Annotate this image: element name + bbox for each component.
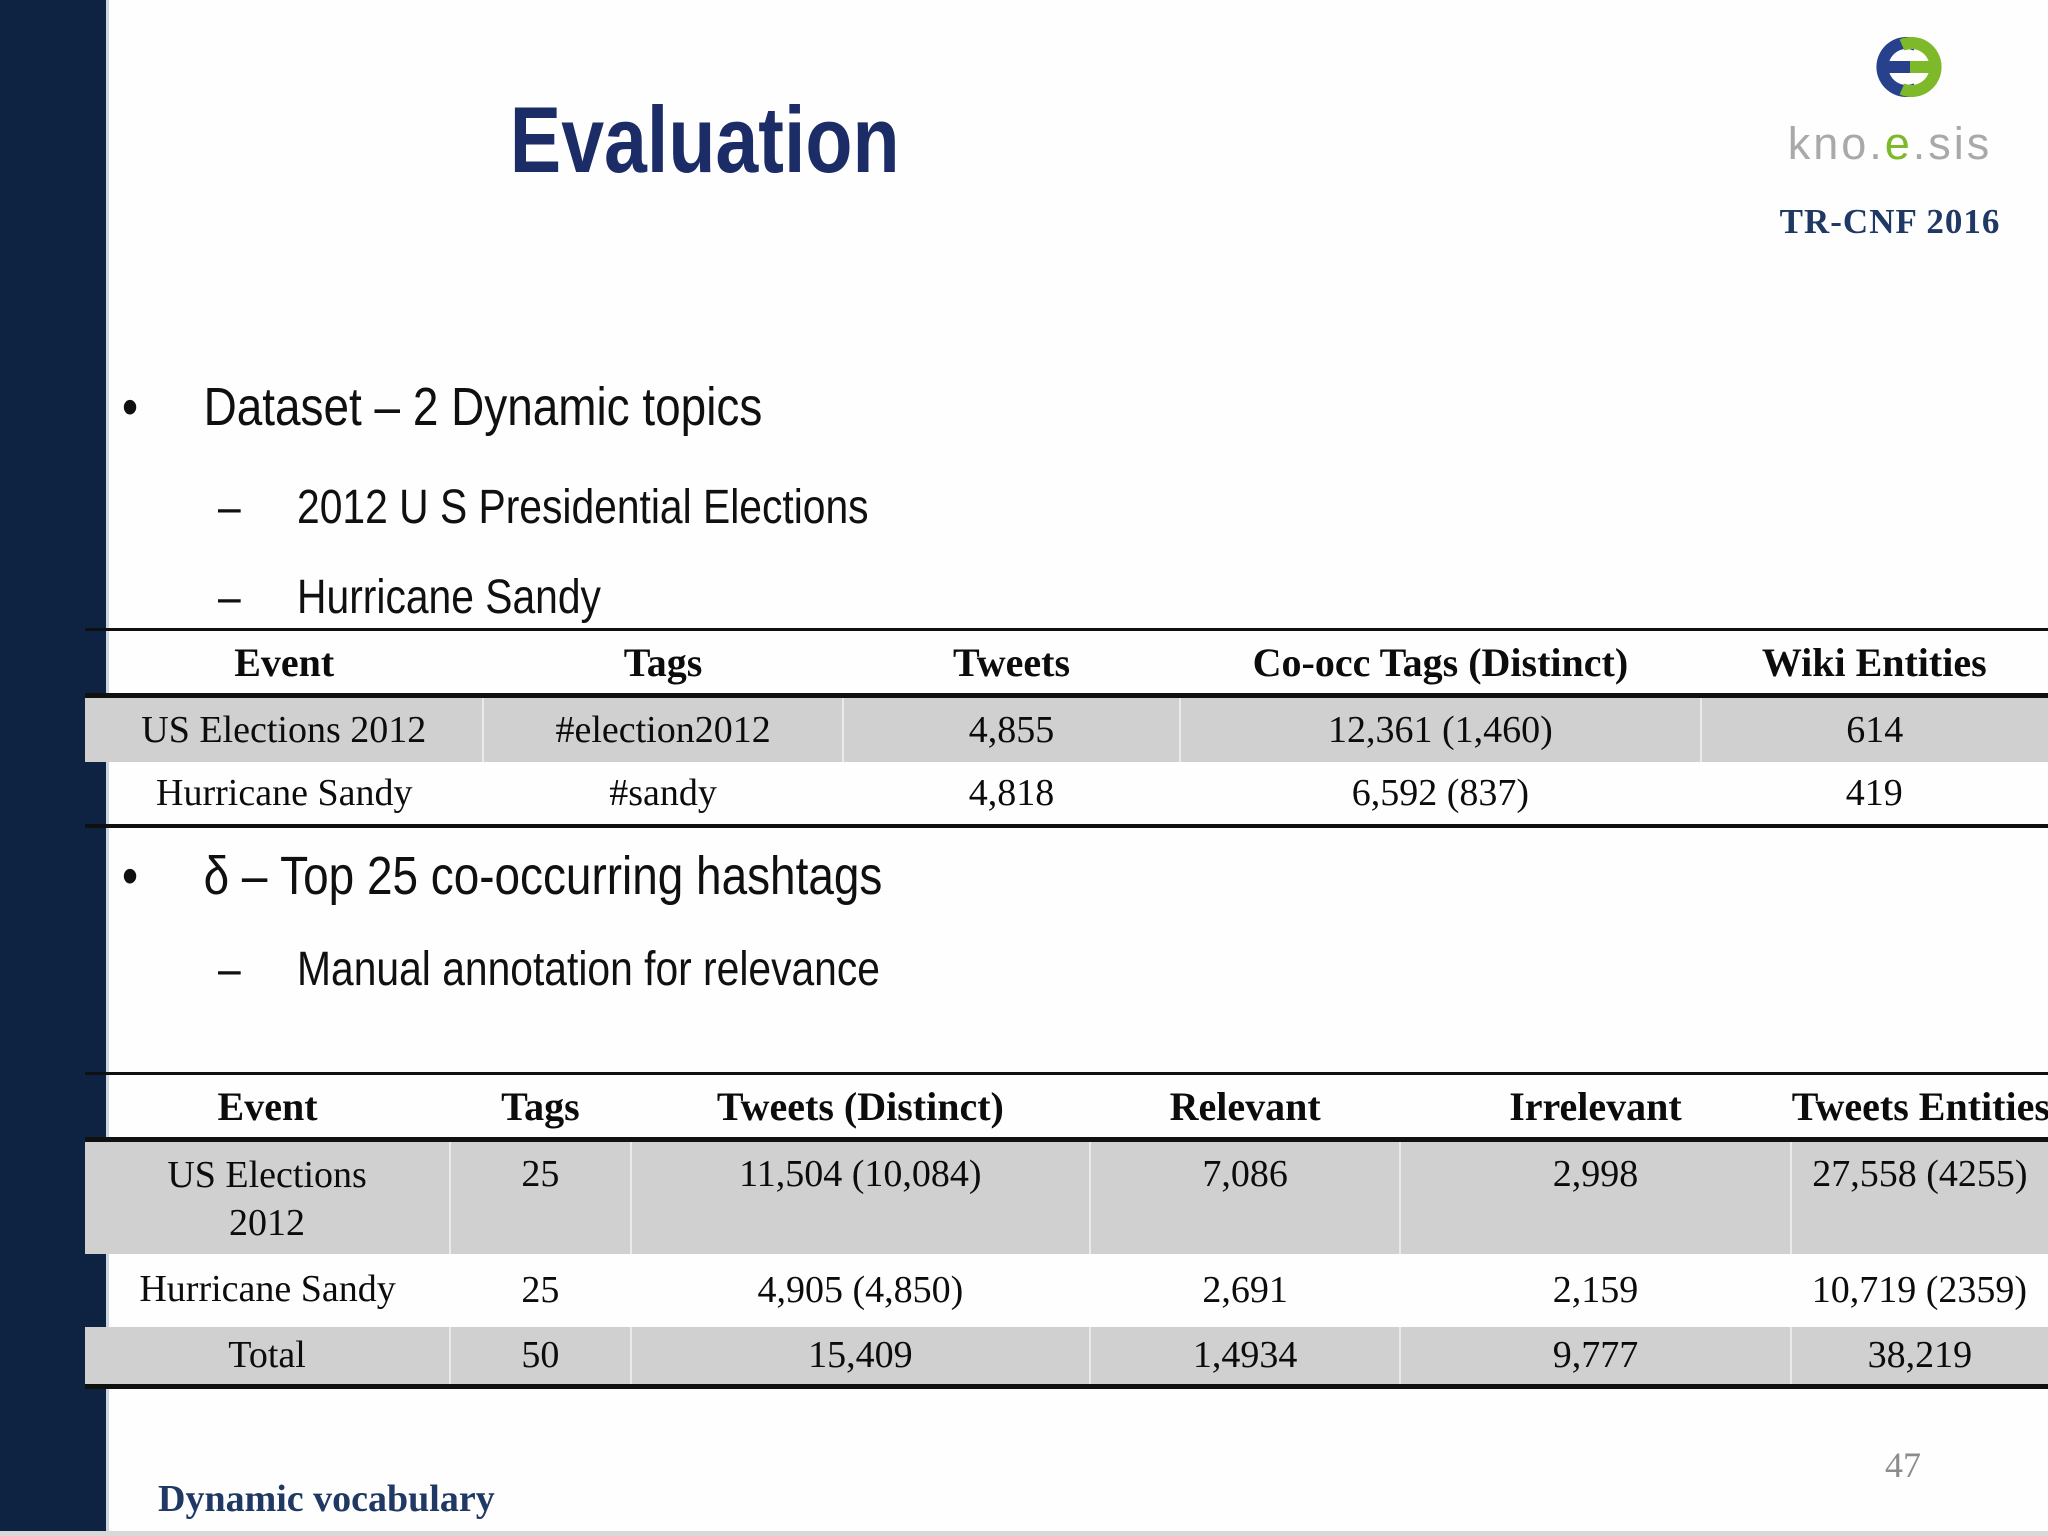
table-cell: 38,219 xyxy=(1867,1334,1973,1377)
t2-header-relevant: Relevant xyxy=(1169,1083,1321,1129)
table-cell: 12,361 (1,460) xyxy=(1180,695,1702,762)
left-accent-bar xyxy=(0,0,109,1531)
table-cell: 25 xyxy=(450,1139,632,1254)
subbullet-sandy: – Hurricane Sandy xyxy=(218,570,601,625)
page-number: 47 xyxy=(1885,1445,1921,1485)
table-cell: 4,855 xyxy=(842,695,1182,762)
annotation-stats-table: Event Tags Tweets (Distinct) Relevant Ir… xyxy=(85,1072,2048,1389)
t1-header-tags: Tags xyxy=(623,639,703,685)
table-row: Hurricane Sandy #sandy 4,818 6,592 (837)… xyxy=(85,762,2048,826)
table-cell: 614 xyxy=(1846,708,1904,751)
page-title-text: Evaluation xyxy=(510,87,900,192)
logo-text-e: e xyxy=(1884,118,1913,169)
t2-header-irrelevant: Irrelevant xyxy=(1509,1083,1682,1129)
t1-header-wiki: Wiki Entities xyxy=(1761,639,1987,685)
table-cell: 419 xyxy=(1845,771,1903,814)
t1-header-cooc: Co-occ Tags (Distinct) xyxy=(1252,639,1629,685)
subbullet-text: 2012 U S Presidential Elections xyxy=(297,481,869,534)
table-header-row: Event Tags Tweets Co-occ Tags (Distinct)… xyxy=(85,630,2048,696)
table-cell: 27,558 (4255) xyxy=(1812,1153,2028,1195)
table-cell: 1,4934 xyxy=(1090,1326,1402,1387)
bullet-text: δ – Top 25 co-occurring hashtags xyxy=(203,846,883,906)
table-cell: Hurricane Sandy xyxy=(156,771,413,814)
table-cell: 11,504 (10,084) xyxy=(630,1139,1092,1254)
table-cell: 2,998 xyxy=(1400,1139,1792,1254)
table-cell: 2,159 xyxy=(1552,1269,1639,1311)
bullet-marker: • xyxy=(122,846,139,906)
table-cell: #election2012 xyxy=(483,695,844,762)
table-cell: 25 xyxy=(521,1269,560,1311)
bullet-delta-hashtags: • δ – Top 25 co-occurring hashtags xyxy=(122,845,882,907)
subbullet-elections: – 2012 U S Presidential Elections xyxy=(218,480,869,535)
table-row: Hurricane Sandy 25 4,905 (4,850) 2,691 2… xyxy=(85,1254,2048,1327)
table-row: US Elections 2012 #election2012 4,855 12… xyxy=(85,695,2048,762)
dataset-stats-table: Event Tags Tweets Co-occ Tags (Distinct)… xyxy=(85,628,2048,828)
table-cell: 4,905 (4,850) xyxy=(757,1269,964,1311)
subbullet-annotation: – Manual annotation for relevance xyxy=(218,942,880,997)
t2-header-event: Event xyxy=(217,1083,318,1129)
table-cell: 7,086 xyxy=(1090,1139,1402,1254)
table-cell: Hurricane Sandy xyxy=(139,1268,396,1311)
t2-header-tweets-distinct: Tweets (Distinct) xyxy=(716,1083,1004,1129)
table-cell: 2,691 xyxy=(1202,1269,1288,1311)
table-cell: #sandy xyxy=(609,771,717,814)
table-total-row: Total 50 15,409 1,4934 9,777 38,219 xyxy=(85,1326,2048,1387)
bullet-text: Dataset – 2 Dynamic topics xyxy=(203,377,763,437)
dash-marker: – xyxy=(218,571,241,624)
subbullet-text: Manual annotation for relevance xyxy=(297,943,880,996)
t2-header-tweets-entities: Tweets Entities xyxy=(1791,1083,2048,1129)
subbullet-text: Hurricane Sandy xyxy=(297,571,601,624)
table-cell: 15,409 xyxy=(630,1326,1092,1387)
table-cell: Total xyxy=(85,1326,452,1387)
table-cell: 10,719 (2359) xyxy=(1811,1269,2028,1311)
t1-header-event: Event xyxy=(234,639,335,685)
bullet-marker: • xyxy=(122,377,139,437)
table-cell: US Elections 2012 xyxy=(85,695,485,762)
knoesis-logo-wordmark: kno.e.sis xyxy=(1730,118,2048,170)
page-title: Evaluation xyxy=(305,87,1105,192)
dash-marker: – xyxy=(218,943,241,996)
table-cell: US Elections 2012 xyxy=(85,1139,452,1254)
t2-header-tags: Tags xyxy=(501,1083,580,1129)
dash-marker: – xyxy=(218,481,241,534)
table-cell: 4,818 xyxy=(968,771,1055,814)
t1-header-tweets: Tweets xyxy=(953,639,1071,685)
logo-text-sis: .sis xyxy=(1912,118,1993,169)
conference-label: TR-CNF 2016 xyxy=(1779,202,2001,241)
table-header-row: Event Tags Tweets (Distinct) Relevant Ir… xyxy=(85,1074,2048,1140)
table-cell: 6,592 (837) xyxy=(1351,771,1530,814)
logo-text-kno: kno. xyxy=(1787,118,1885,169)
footer-topic-label: Dynamic vocabulary xyxy=(158,1478,495,1520)
table-cell: 50 xyxy=(450,1326,632,1387)
table-cell: 9,777 xyxy=(1400,1326,1792,1387)
table-row: US Elections 2012 25 11,504 (10,084) 7,0… xyxy=(85,1139,2048,1254)
bottom-edge-strip xyxy=(0,1531,2048,1536)
knoesis-logo-icon xyxy=(1876,37,1942,97)
bullet-dataset: • Dataset – 2 Dynamic topics xyxy=(122,376,762,438)
